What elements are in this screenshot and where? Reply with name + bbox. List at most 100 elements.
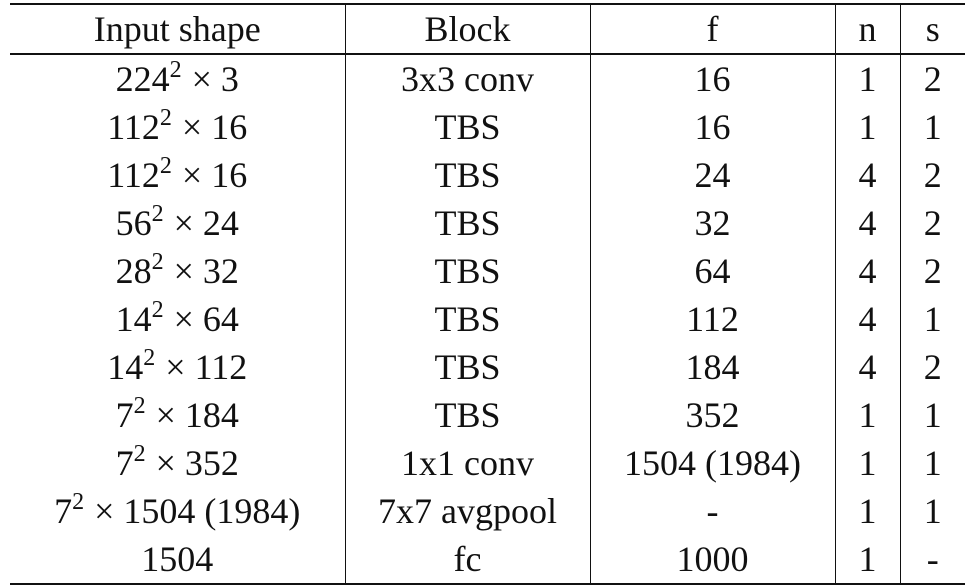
table-row: 72 × 1504 (1984) 7x7 avgpool -1 1 [10, 487, 965, 535]
shape-rest: × 24 [173, 203, 239, 243]
shape-exponent: 2 [159, 105, 172, 131]
shape-rest: × 1504 (1984) [94, 491, 301, 531]
table-cell: 4 [834, 199, 900, 247]
table-cell: 1x1 conv [344, 439, 590, 487]
table-body: 2242 × 3 3x3 conv 16 1 2 1122 × 16 TBS 16 1 1 1122 × … [10, 54, 965, 585]
table-cell: 1 [834, 439, 900, 487]
shape-rest: × 184 [155, 395, 239, 435]
table-cell: 352 [589, 391, 835, 439]
table-cell: 2 [899, 54, 965, 103]
shape-exponent: 2 [133, 441, 146, 467]
shape-rest: × 64 [173, 299, 239, 339]
header-cell: Block [344, 3, 590, 55]
table-cell: TBS [344, 343, 590, 391]
shape-base: 28 [115, 251, 152, 291]
shape-exponent: 2 [169, 57, 182, 83]
table-cell: 24 [589, 151, 835, 199]
table-cell: 4 [834, 295, 900, 343]
table-cell: 1 [834, 535, 900, 585]
shape-rest: × 32 [173, 251, 239, 291]
table-cell: 64 [589, 247, 835, 295]
table-cell: 32 [589, 199, 835, 247]
table-row: 72 × 184 TBS 352 1 1 [10, 391, 965, 439]
shape-exponent: 2 [143, 345, 156, 371]
shape-base: 224 [115, 59, 170, 99]
shape-base: 56 [115, 203, 152, 243]
table-cell: 72 × 352 [10, 439, 345, 487]
shape-exponent: 2 [133, 393, 146, 419]
table-cell: 16 [589, 54, 835, 103]
header-cell: s [899, 3, 965, 55]
table-cell: 1122 × 16 [10, 151, 345, 199]
shape-rest: × 112 [165, 347, 248, 387]
table-row: 72 × 352 1x1 conv 1504 (1984) 1 1 [10, 439, 965, 487]
table-row: 142 × 112 TBS 184 4 2 [10, 343, 965, 391]
table-cell: TBS [344, 247, 590, 295]
table-cell: 2 [899, 151, 965, 199]
table-cell: fc [344, 535, 590, 585]
table-row: 562 × 24 TBS 32 4 2 [10, 199, 965, 247]
shape-exponent: 2 [72, 489, 85, 515]
header-row: Input shape Block f n s [10, 3, 965, 55]
table-cell: 2 [899, 247, 965, 295]
shape-rest: × 16 [181, 155, 248, 195]
shape-exponent: 2 [151, 201, 164, 227]
table-cell: 184 [589, 343, 835, 391]
table-cell: 16 [589, 103, 835, 151]
table-row: 142 × 64 TBS 112 4 1 [10, 295, 965, 343]
shape-rest: × 16 [181, 107, 248, 147]
table-cell: 1122 × 16 [10, 103, 345, 151]
shape-rest: × 352 [155, 443, 239, 483]
table-cell: 1 [899, 103, 965, 151]
shape-base: 14 [107, 347, 144, 387]
table-cell: 2 [899, 343, 965, 391]
shape-base: 112 [107, 107, 160, 147]
header-cell: Input shape [10, 3, 345, 55]
table-cell: 2 [899, 199, 965, 247]
table-cell: 142 × 64 [10, 295, 345, 343]
table-cell: 3x3 conv [344, 54, 590, 103]
table-cell: 1 [834, 103, 900, 151]
table-cell: 1 [899, 295, 965, 343]
table-cell: 72 × 184 [10, 391, 345, 439]
shape-base: 7 [54, 491, 73, 531]
table-cell: 1 [899, 439, 965, 487]
table-cell: 1 [899, 487, 965, 535]
shape-base: 112 [107, 155, 160, 195]
shape-base: 7 [115, 443, 134, 483]
shape-exponent: 2 [159, 153, 172, 179]
shape-exponent: 2 [151, 297, 164, 323]
table-cell: 112 [589, 295, 835, 343]
shape-base: 14 [115, 299, 152, 339]
table-cell: 1504 [10, 535, 345, 585]
table-cell: 142 × 112 [10, 343, 345, 391]
table-cell: 4 [834, 151, 900, 199]
table-cell: 1000 [589, 535, 835, 585]
table-cell: 1504 (1984) [589, 439, 835, 487]
table-cell: TBS [344, 391, 590, 439]
table-cell: TBS [344, 295, 590, 343]
table-cell: - [589, 487, 835, 535]
table-cell: TBS [344, 151, 590, 199]
table-cell: 1 [834, 487, 900, 535]
shape-rest: × 3 [191, 59, 239, 99]
table-cell: 4 [834, 343, 900, 391]
header-cell: n [834, 3, 900, 55]
shape-base: 7 [115, 395, 134, 435]
table-cell: TBS [344, 199, 590, 247]
table-cell: 1 [834, 391, 900, 439]
table-row: 1122 × 16 TBS 16 1 1 [10, 103, 965, 151]
table-cell: 7x7 avgpool [344, 487, 590, 535]
table-cell: TBS [344, 103, 590, 151]
table-cell: 1 [834, 54, 900, 103]
header-cell: f [589, 3, 835, 55]
table-cell: 72 × 1504 (1984) [10, 487, 345, 535]
table: Input shape Block f n s 2242 × 3 3x3 conv 16 1 2 1… [10, 3, 965, 585]
table-cell: 562 × 24 [10, 199, 345, 247]
table-row: 1504 fc 1000 1- [10, 535, 965, 585]
table-cell: 2242 × 3 [10, 54, 345, 103]
table-row: 282 × 32 TBS 64 4 2 [10, 247, 965, 295]
table-row: 1122 × 16 TBS 24 4 2 [10, 151, 965, 199]
table-row: 2242 × 3 3x3 conv 16 1 2 [10, 54, 965, 103]
